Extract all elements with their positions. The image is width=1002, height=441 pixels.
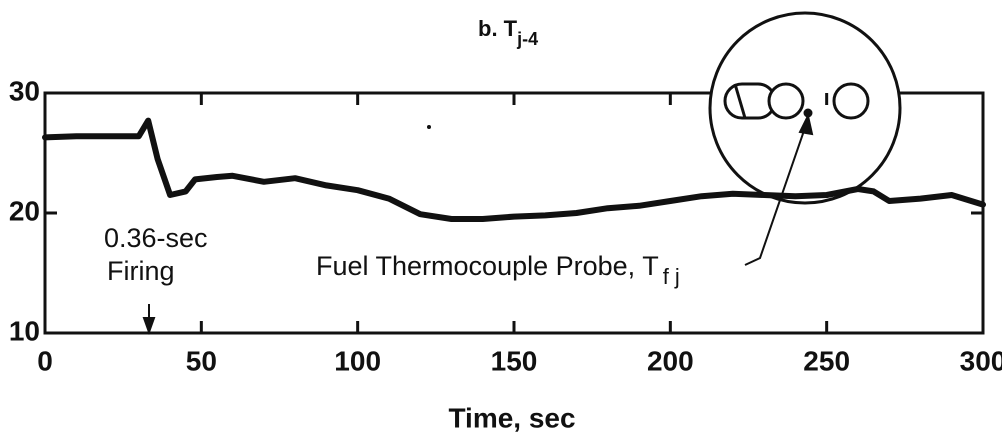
speck bbox=[427, 125, 431, 129]
probe-main: Fuel Thermocouple Probe, T bbox=[316, 251, 659, 281]
inset-circle bbox=[708, 11, 902, 205]
firing-label: 0.36-sec bbox=[104, 223, 208, 253]
x-tick-label: 150 bbox=[491, 345, 538, 376]
y-tick-label: 10 bbox=[9, 315, 40, 346]
port-circle bbox=[832, 82, 870, 120]
firing-label: Firing bbox=[107, 256, 175, 286]
x-tick-label: 300 bbox=[960, 345, 1002, 376]
probe-band bbox=[733, 83, 747, 119]
title-subscript: j-4 bbox=[516, 29, 538, 49]
x-tick-label: 50 bbox=[186, 345, 217, 376]
x-tick-label: 0 bbox=[37, 345, 53, 376]
title-main: b. T bbox=[478, 16, 518, 41]
y-tick-label: 30 bbox=[9, 75, 40, 106]
data-line bbox=[42, 117, 986, 222]
x-tick-label: 250 bbox=[803, 345, 850, 376]
probe-arrow bbox=[744, 121, 808, 266]
arrows bbox=[142, 113, 814, 335]
x-axis-label: Time, sec bbox=[448, 402, 575, 433]
arrow-head bbox=[798, 113, 814, 136]
y-tick-label: 20 bbox=[9, 195, 40, 226]
chart-title: b. Tj-4 bbox=[478, 16, 538, 49]
x-tick-label: 200 bbox=[647, 345, 694, 376]
x-tick-label: 100 bbox=[334, 345, 381, 376]
probe-subscript: f j bbox=[663, 264, 680, 289]
inset-diagram bbox=[708, 11, 902, 205]
port-circle bbox=[767, 82, 805, 120]
arrow-head bbox=[142, 317, 156, 335]
